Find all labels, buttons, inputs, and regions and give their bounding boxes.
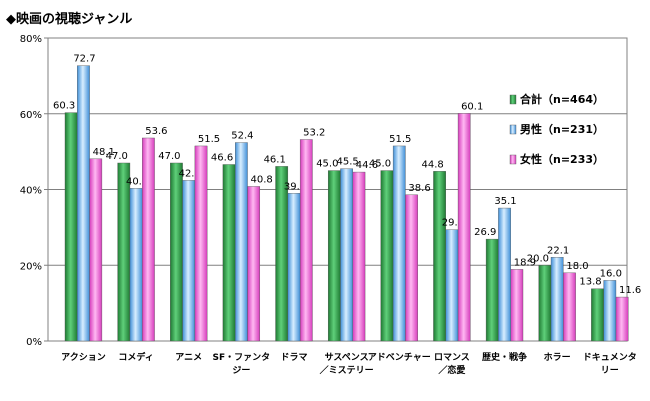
data-label: 45.0 xyxy=(316,159,338,170)
data-label: 48.1 xyxy=(93,147,115,158)
bar xyxy=(445,229,459,342)
bar xyxy=(275,166,289,342)
bar xyxy=(352,171,366,342)
bar xyxy=(457,113,471,342)
bar xyxy=(89,158,103,342)
x-tick-label: アニメ xyxy=(175,352,202,363)
bar xyxy=(392,145,406,342)
y-tick-label: 0% xyxy=(26,337,42,348)
data-label: 26.9 xyxy=(474,227,496,238)
bar xyxy=(603,280,617,342)
bar xyxy=(64,112,78,342)
bar xyxy=(340,168,353,342)
data-label: 47.0 xyxy=(158,151,180,162)
data-label: 52.4 xyxy=(231,131,253,142)
data-label: 51.5 xyxy=(198,134,220,145)
legend-swatch xyxy=(509,154,517,165)
bar xyxy=(77,65,90,342)
bar xyxy=(142,137,155,342)
data-label: 42.4 xyxy=(179,168,201,179)
x-tick-label: リー xyxy=(601,365,619,376)
bar xyxy=(563,272,576,342)
data-label: 39.0 xyxy=(284,181,306,192)
data-label: 72.7 xyxy=(73,54,95,65)
x-tick-label: ドキュメンタ xyxy=(583,351,637,363)
data-label: 16.0 xyxy=(600,268,622,279)
data-label: 44.8 xyxy=(421,159,443,170)
bar xyxy=(405,194,418,342)
data-label: 46.1 xyxy=(264,154,286,165)
bar xyxy=(498,207,511,342)
legend-label: 女性（n=233） xyxy=(520,152,604,166)
x-tick-label: アクション xyxy=(61,352,106,363)
data-label: 40.8 xyxy=(251,174,273,185)
bar xyxy=(327,170,341,342)
bar xyxy=(222,164,236,342)
x-tick-label: ホラー xyxy=(544,352,571,363)
bar xyxy=(287,193,301,342)
data-label: 11.6 xyxy=(619,285,641,296)
x-tick-label: ドラマ xyxy=(280,352,307,363)
bar xyxy=(380,170,394,342)
data-label: 60.1 xyxy=(461,101,483,112)
data-label: 35.1 xyxy=(494,196,516,207)
y-tick-label: 60% xyxy=(20,110,42,121)
data-label: 44.6 xyxy=(356,160,378,171)
bar xyxy=(170,162,183,342)
chart-title: ◆映画の視聴ジャンル xyxy=(6,12,133,27)
data-label: 51.5 xyxy=(389,134,411,145)
bar xyxy=(591,288,604,342)
data-label: 38.6 xyxy=(408,183,430,194)
data-label: 18.9 xyxy=(514,257,536,268)
bar xyxy=(510,269,524,342)
legend-label: 男性（n=231） xyxy=(520,122,604,136)
bar xyxy=(538,265,552,342)
bar xyxy=(615,296,629,342)
bar xyxy=(182,180,196,342)
y-tick-label: 20% xyxy=(20,261,42,272)
y-tick-label: 80% xyxy=(20,34,42,45)
x-tick-label: ジー xyxy=(232,365,250,376)
bar xyxy=(235,142,248,342)
x-tick-label: ／ミステリー xyxy=(320,365,374,376)
bar xyxy=(117,162,131,342)
bar xyxy=(485,238,499,342)
bar xyxy=(299,139,313,342)
x-tick-label: ／恋愛 xyxy=(438,364,465,376)
data-label: 40.3 xyxy=(126,176,148,187)
y-tick-label: 40% xyxy=(20,186,42,197)
data-label: 60.3 xyxy=(53,101,75,112)
legend-label: 合計（n=464） xyxy=(520,92,604,106)
data-label: 18.0 xyxy=(566,261,588,272)
bar xyxy=(129,188,143,342)
data-label: 29.4 xyxy=(442,218,464,229)
data-label: 53.2 xyxy=(303,128,325,139)
bar xyxy=(550,257,564,342)
data-label: 20.0 xyxy=(527,253,549,264)
x-tick-label: アドベンチャー xyxy=(368,352,431,363)
legend-swatch xyxy=(509,124,517,135)
data-label: 46.6 xyxy=(211,153,233,164)
x-tick-label: コメディ xyxy=(118,351,153,363)
data-label: 47.0 xyxy=(106,151,128,162)
x-tick-label: ロマンス xyxy=(434,352,470,363)
x-tick-label: SF・ファンタ xyxy=(213,351,271,363)
bar xyxy=(433,171,446,342)
data-label: 53.6 xyxy=(145,126,167,137)
legend-swatch xyxy=(509,94,517,105)
data-label: 13.8 xyxy=(579,277,601,288)
bar xyxy=(194,145,208,342)
data-label: 22.1 xyxy=(547,245,569,256)
bar xyxy=(247,186,261,342)
x-tick-label: サスペンス xyxy=(325,352,369,363)
data-label: 45.0 xyxy=(369,159,391,170)
x-tick-label: 歴史・戦争 xyxy=(482,351,527,363)
data-label: 45.5 xyxy=(336,157,358,168)
